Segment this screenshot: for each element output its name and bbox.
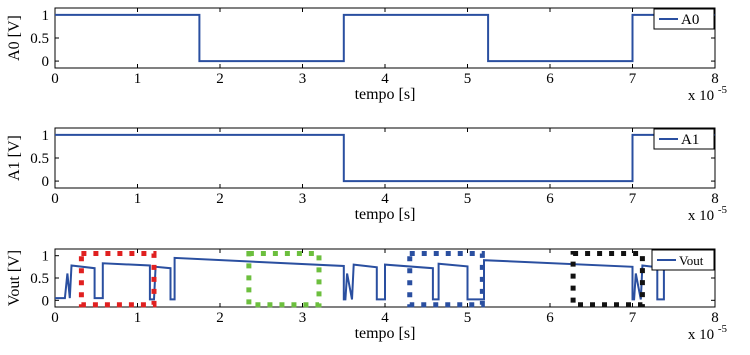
x-tick-label: 3 — [299, 310, 307, 326]
x-tick-label: 4 — [381, 310, 389, 326]
y-tick-label: 0 — [42, 293, 50, 309]
x-exponent-label: x 10 -5 — [688, 204, 728, 224]
x-tick-label: 6 — [546, 71, 554, 87]
x-tick-label: 8 — [711, 71, 719, 87]
x-tick-label: 4 — [381, 191, 389, 207]
chart-panel-3: 0 1 2 3 4 5 6 7 8 0 0.5 1 tempo [s] Vout [V] Vout x 10 … — [6, 248, 728, 343]
x-tick-label: 5 — [464, 191, 472, 207]
legend: Vout — [651, 249, 715, 271]
x-tick-label: 1 — [134, 310, 142, 326]
x-tick-label: 2 — [216, 191, 224, 207]
legend-box — [653, 128, 715, 150]
x-tick-label: 0 — [51, 310, 59, 326]
x-exponent-label: x 10 -5 — [688, 323, 728, 343]
x-tick-label: 6 — [546, 191, 554, 207]
x-tick-label: 0 — [51, 191, 59, 207]
legend-box — [653, 8, 715, 30]
highlight-box-2 — [246, 250, 322, 308]
x-tick-label: 3 — [299, 71, 307, 87]
x-tick-label: 0 — [51, 71, 59, 87]
x-tick-label: 4 — [381, 71, 389, 87]
x-tick-label: 8 — [711, 191, 719, 207]
x-tick-label: 1 — [134, 191, 142, 207]
y-tick-label: 0 — [42, 54, 50, 70]
y-tick-label: 0.5 — [30, 151, 49, 167]
y-tick-label: 1 — [42, 8, 50, 24]
series-line-vout — [55, 256, 711, 301]
highlight-box-3 — [407, 250, 485, 308]
x-tick-label: 3 — [299, 191, 307, 207]
chart-panel-1: 0 1 2 3 4 5 6 7 8 0 0.5 1 tempo [s] A0 [V] A0 x 10 -5 — [6, 7, 728, 104]
y-tick-label: 1 — [42, 249, 50, 265]
legend: A0 — [653, 8, 715, 30]
chart-panel-2: 0 1 2 3 4 5 6 7 8 0 0.5 1 tempo [s] A1 [V] A1 x 10 -5 — [6, 127, 728, 224]
x-tick-label: 7 — [629, 71, 637, 87]
x-exponent-label: x 10 -5 — [688, 84, 728, 104]
x-tick-label: 2 — [216, 310, 224, 326]
y-axis-label: A0 [V] — [6, 15, 23, 61]
x-tick-label: 1 — [134, 71, 142, 87]
legend-box — [651, 249, 715, 271]
x-axis-label: tempo [s] — [355, 86, 416, 103]
highlight-box-1 — [78, 250, 157, 308]
legend-label: A1 — [681, 132, 699, 148]
x-tick-label: 6 — [546, 310, 554, 326]
x-tick-label: 5 — [464, 71, 472, 87]
x-tick-label: 7 — [629, 310, 637, 326]
y-tick-label: 0 — [42, 174, 50, 190]
legend-label: A0 — [681, 12, 699, 28]
x-tick-label: 2 — [216, 71, 224, 87]
x-axis-label: tempo [s] — [355, 206, 416, 223]
y-tick-label: 0.5 — [30, 271, 49, 287]
y-axis-label: Vout [V] — [6, 250, 23, 306]
x-tick-label: 7 — [629, 191, 637, 207]
x-axis-label: tempo [s] — [355, 325, 416, 342]
y-tick-label: 0.5 — [30, 31, 49, 47]
y-tick-label: 1 — [42, 128, 50, 144]
plot-frame — [54, 127, 716, 189]
x-tick-label: 8 — [711, 310, 719, 326]
x-tick-label: 5 — [464, 310, 472, 326]
legend-label: Vout — [679, 253, 704, 268]
series-line-a0 — [55, 13, 715, 63]
y-axis-label: A1 [V] — [6, 135, 23, 181]
series-line-a1 — [55, 133, 715, 183]
legend: A1 — [653, 128, 715, 150]
plot-frame — [54, 7, 716, 69]
